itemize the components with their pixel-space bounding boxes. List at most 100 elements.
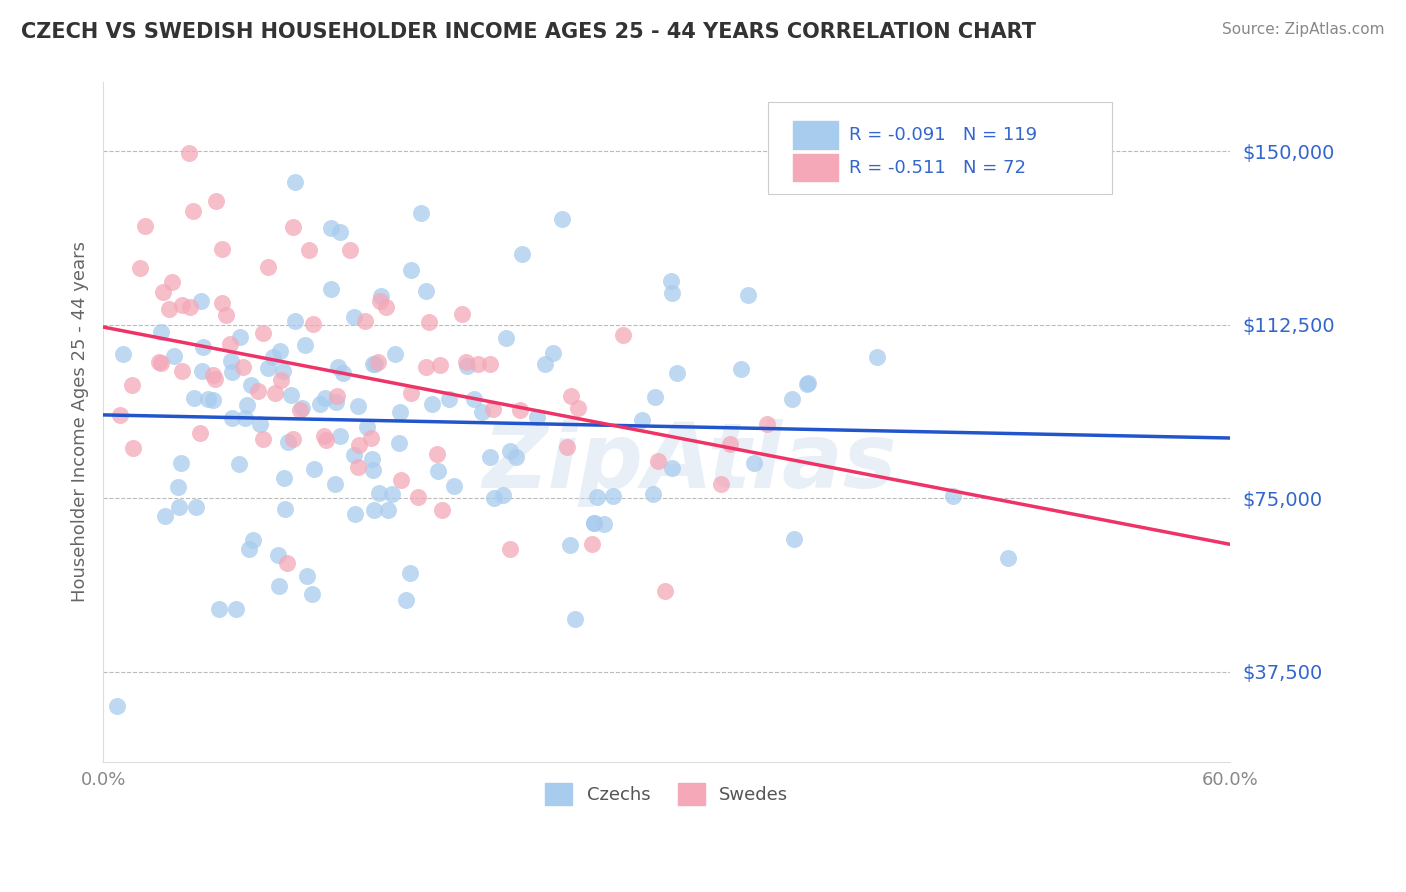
Point xyxy=(347,399,370,413)
Point xyxy=(388,405,411,419)
Point xyxy=(157,301,180,316)
Text: R = -0.091   N = 119: R = -0.091 N = 119 xyxy=(849,126,1038,144)
Point xyxy=(343,310,366,324)
Point xyxy=(430,502,453,516)
Point xyxy=(398,566,420,581)
Point xyxy=(415,284,437,298)
Point xyxy=(499,541,522,556)
Point xyxy=(247,384,270,398)
Point xyxy=(323,476,346,491)
Point xyxy=(257,260,280,274)
Point xyxy=(456,355,478,369)
Point xyxy=(284,314,307,328)
Point xyxy=(418,315,440,329)
Point xyxy=(256,360,278,375)
Point xyxy=(105,698,128,713)
Point xyxy=(319,221,342,235)
Point xyxy=(582,516,605,530)
Point xyxy=(329,429,352,443)
Point xyxy=(450,307,472,321)
Point xyxy=(343,448,366,462)
Point xyxy=(262,350,284,364)
Point xyxy=(276,556,298,570)
Point xyxy=(644,390,666,404)
Point xyxy=(370,289,392,303)
Point xyxy=(560,389,582,403)
Point xyxy=(263,386,285,401)
Point xyxy=(325,389,347,403)
Point xyxy=(228,457,250,471)
Point xyxy=(389,474,412,488)
Point xyxy=(197,392,219,406)
Point xyxy=(526,409,548,424)
Point xyxy=(437,392,460,407)
Point xyxy=(304,462,326,476)
Point xyxy=(112,347,135,361)
Point xyxy=(108,408,131,422)
Point xyxy=(309,397,332,411)
Point xyxy=(756,417,779,432)
Point xyxy=(429,358,451,372)
Point xyxy=(329,225,352,239)
Point xyxy=(710,477,733,491)
Point xyxy=(456,359,478,374)
Point xyxy=(184,500,207,514)
Point xyxy=(221,365,243,379)
Point xyxy=(796,376,818,391)
Point xyxy=(232,360,254,375)
Point xyxy=(148,355,170,369)
Point xyxy=(533,357,555,371)
Point xyxy=(583,516,606,530)
Point xyxy=(581,536,603,550)
Text: ZipAtlas: ZipAtlas xyxy=(482,418,897,507)
Point xyxy=(170,297,193,311)
Point xyxy=(121,378,143,392)
Text: CZECH VS SWEDISH HOUSEHOLDER INCOME AGES 25 - 44 YEARS CORRELATION CHART: CZECH VS SWEDISH HOUSEHOLDER INCOME AGES… xyxy=(21,22,1036,42)
Point xyxy=(409,206,432,220)
Point xyxy=(290,402,312,417)
Point xyxy=(219,354,242,368)
FancyBboxPatch shape xyxy=(793,121,838,149)
Point xyxy=(269,579,291,593)
Point xyxy=(361,357,384,371)
Point xyxy=(121,441,143,455)
Point xyxy=(281,432,304,446)
Point xyxy=(865,350,887,364)
Point xyxy=(654,584,676,599)
Point xyxy=(361,463,384,477)
Point xyxy=(541,345,564,359)
Point xyxy=(347,460,370,475)
Point xyxy=(586,490,609,504)
Point xyxy=(555,440,578,454)
Point xyxy=(479,357,502,371)
Point xyxy=(191,340,214,354)
Point xyxy=(166,480,188,494)
Point xyxy=(388,436,411,450)
Point xyxy=(742,456,765,470)
Point xyxy=(242,533,264,548)
Point xyxy=(150,325,173,339)
Point xyxy=(641,487,664,501)
Point xyxy=(942,489,965,503)
Point xyxy=(181,204,204,219)
Point xyxy=(443,479,465,493)
Point xyxy=(377,503,399,517)
Point xyxy=(363,357,385,371)
Point xyxy=(202,393,225,408)
Point xyxy=(367,486,389,500)
Point xyxy=(339,243,361,257)
Point xyxy=(363,503,385,517)
Point xyxy=(211,243,233,257)
Point xyxy=(301,587,323,601)
Point xyxy=(312,429,335,443)
Point xyxy=(183,391,205,405)
Point xyxy=(666,366,689,380)
Point xyxy=(163,349,186,363)
Point xyxy=(491,488,513,502)
Point xyxy=(273,471,295,485)
Point xyxy=(471,405,494,419)
Point xyxy=(478,450,501,465)
Point xyxy=(780,392,803,406)
Point xyxy=(280,387,302,401)
Text: R = -0.511   N = 72: R = -0.511 N = 72 xyxy=(849,159,1026,177)
